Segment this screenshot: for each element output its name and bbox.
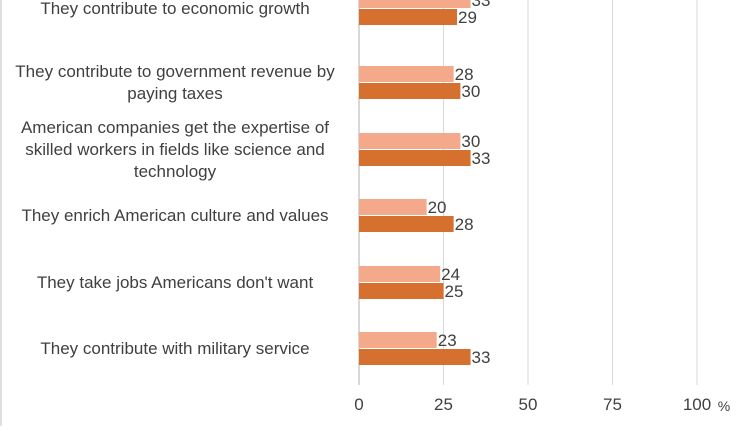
bar-series1 bbox=[359, 332, 437, 348]
bar-series1 bbox=[359, 266, 441, 282]
category-label: skilled workers in fields like science a… bbox=[25, 140, 325, 159]
data-label: 29 bbox=[458, 8, 477, 27]
bar-series1 bbox=[359, 0, 471, 8]
category-label: technology bbox=[134, 162, 217, 181]
category-label: They contribute to government revenue by bbox=[15, 62, 335, 81]
bar-series1 bbox=[359, 199, 427, 215]
category-label: They contribute with military service bbox=[40, 339, 309, 358]
bar-series2 bbox=[359, 9, 458, 25]
bar-series2 bbox=[359, 283, 444, 299]
category-label: They take jobs Americans don't want bbox=[37, 273, 314, 292]
x-unit-label: % bbox=[718, 398, 730, 414]
category-label: American companies get the expertise of bbox=[21, 118, 329, 137]
data-label: 24 bbox=[441, 265, 460, 284]
bar-series2 bbox=[359, 150, 471, 166]
category-label: paying taxes bbox=[127, 84, 222, 103]
x-tick-label: 0 bbox=[354, 395, 363, 414]
data-label: 30 bbox=[461, 132, 480, 151]
bar-series2 bbox=[359, 349, 471, 365]
data-label: 33 bbox=[472, 0, 491, 10]
bar-series2 bbox=[359, 216, 454, 232]
data-label: 28 bbox=[455, 215, 474, 234]
data-label: 33 bbox=[472, 149, 491, 168]
x-tick-label: 100 bbox=[683, 395, 711, 414]
x-tick-label: 25 bbox=[434, 395, 453, 414]
x-tick-label: 75 bbox=[603, 395, 622, 414]
bar-series1 bbox=[359, 133, 461, 149]
data-label: 23 bbox=[438, 331, 457, 350]
data-label: 30 bbox=[461, 82, 480, 101]
x-tick-label: 50 bbox=[519, 395, 538, 414]
bar-series1 bbox=[359, 66, 454, 82]
data-label: 25 bbox=[445, 282, 464, 301]
data-label: 20 bbox=[428, 198, 447, 217]
data-label: 28 bbox=[455, 65, 474, 84]
data-label: 33 bbox=[472, 348, 491, 367]
bar-series2 bbox=[359, 83, 461, 99]
category-label: They contribute to economic growth bbox=[40, 0, 309, 18]
category-label: They enrich American culture and values bbox=[21, 206, 328, 225]
